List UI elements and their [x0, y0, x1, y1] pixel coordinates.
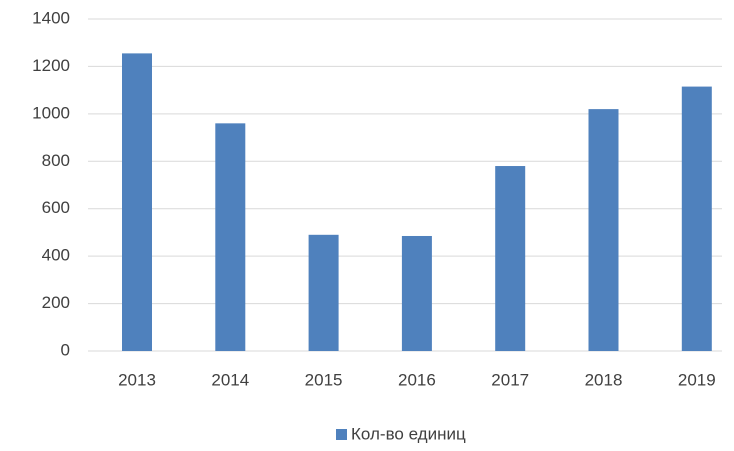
- y-tick-label: 1000: [32, 103, 70, 122]
- y-tick-label: 1200: [32, 56, 70, 75]
- bar: [495, 166, 526, 351]
- y-tick-label: 800: [42, 151, 70, 170]
- y-tick-label: 400: [42, 246, 70, 265]
- y-tick-label: 1400: [32, 8, 70, 27]
- x-tick-label: 2017: [491, 370, 529, 389]
- legend-label: Кол-во единиц: [351, 424, 466, 443]
- x-tick-label: 2013: [118, 370, 156, 389]
- x-tick-label: 2018: [585, 370, 623, 389]
- x-tick-label: 2014: [211, 370, 249, 389]
- x-tick-label: 2016: [398, 370, 436, 389]
- bar: [122, 53, 152, 352]
- bar: [681, 86, 712, 351]
- legend-swatch: [336, 429, 347, 440]
- bar: [588, 109, 619, 351]
- x-tick-label: 2019: [678, 370, 716, 389]
- y-tick-label: 0: [61, 340, 70, 359]
- bar: [308, 234, 339, 351]
- bar: [215, 123, 246, 351]
- x-tick-label: 2015: [305, 370, 343, 389]
- y-tick-label: 200: [42, 293, 70, 312]
- y-tick-label: 600: [42, 198, 70, 217]
- bar: [401, 235, 432, 351]
